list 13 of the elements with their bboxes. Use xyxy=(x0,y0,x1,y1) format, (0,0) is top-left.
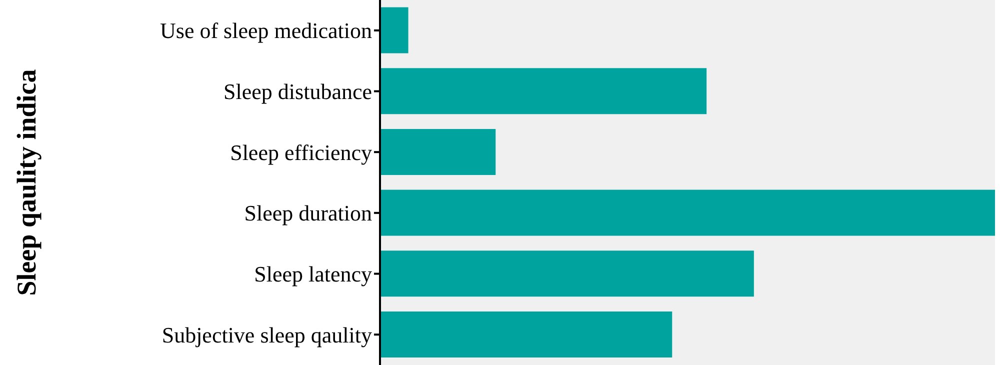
bar xyxy=(380,68,707,114)
y-axis-title: Sleep qaulity indica xyxy=(12,68,42,296)
bar xyxy=(380,128,496,175)
y-tick-label: Subjective sleep qaulity xyxy=(162,322,372,348)
bar xyxy=(380,250,754,297)
bar xyxy=(380,311,672,358)
bar xyxy=(380,7,408,54)
bar xyxy=(380,190,995,236)
y-tick-label: Sleep efficiency xyxy=(230,140,372,165)
y-tick-label: Sleep duration xyxy=(244,200,372,226)
y-tick-label: Sleep latency xyxy=(254,262,372,287)
y-tick-label: Use of sleep medication xyxy=(160,18,372,44)
y-tick-label: Sleep distubance xyxy=(224,79,372,104)
